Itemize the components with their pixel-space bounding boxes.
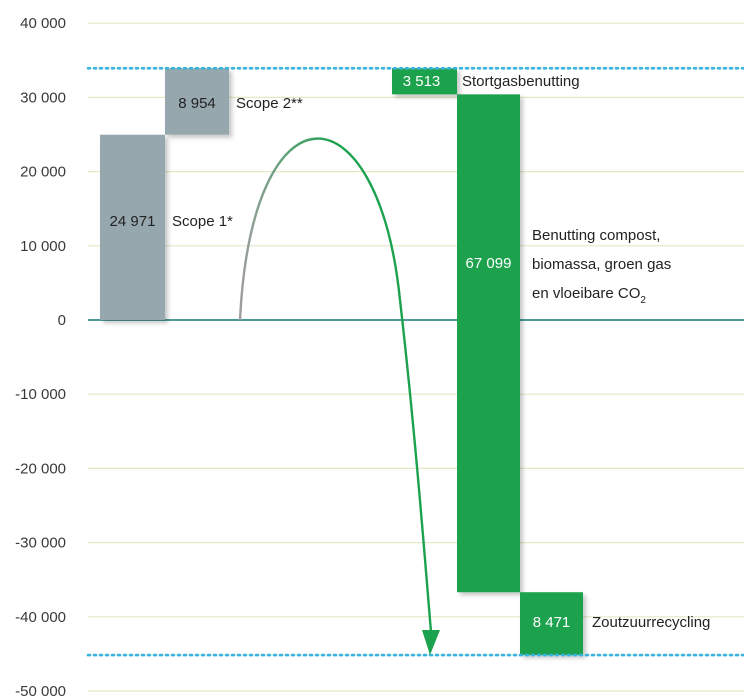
category-label: Scope 2** [236,95,303,112]
category-label: en vloeibare CO2 [532,285,646,306]
bar-zoutzuurrecycling [520,592,583,656]
category-label: biomassa, groen gas [532,256,671,273]
value-label: 24 971 [110,213,156,230]
category-label: Zoutzuurrecycling [592,614,710,631]
category-label: Stortgasbenutting [462,73,580,90]
bar-stortgasbenutting [392,68,457,95]
subscript: 2 [640,295,646,306]
y-tick-label: -30 000 [15,535,66,552]
reference-lines [86,66,744,657]
bar-scope-2 [165,68,229,135]
bars [100,68,583,656]
bar-scope-1 [100,134,165,320]
y-axis-ticks: 40 000 30 000 20 000 10 000 0 -10 000 -20 000 -… [15,15,66,700]
arc-arrow [238,137,440,655]
y-tick-label: -40 000 [15,609,66,626]
arc-path [238,137,433,633]
arrow-head [422,630,440,655]
y-tick-label: 0 [58,312,66,329]
y-tick-label: 10 000 [20,238,66,255]
labels: 24 971 Scope 1* 8 954 Scope 2** 3 513 Stortga… [110,73,711,631]
y-tick-label: -50 000 [15,683,66,700]
category-label: Scope 1* [172,213,233,230]
value-label: 8 471 [533,614,571,631]
value-label: 8 954 [178,95,216,112]
bar-benutting-compost [457,94,520,593]
y-tick-label: -10 000 [15,386,66,403]
value-label: 67 099 [466,255,512,272]
y-tick-label: 30 000 [20,89,66,106]
y-tick-label: 40 000 [20,15,66,32]
value-label: 3 513 [403,73,441,90]
y-tick-label: -20 000 [15,460,66,477]
y-tick-label: 20 000 [20,164,66,181]
category-label: Benutting compost, [532,227,660,244]
